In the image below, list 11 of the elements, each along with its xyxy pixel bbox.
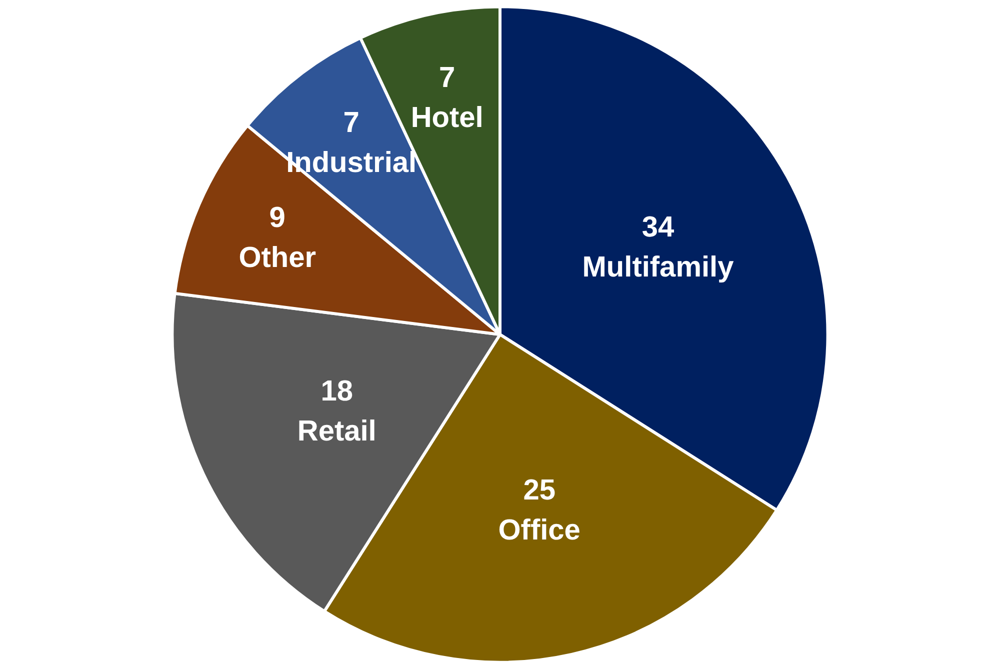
slice-label: Multifamily (582, 252, 734, 284)
data-label: 7 (439, 62, 456, 94)
data-label: 25 (523, 474, 556, 506)
data-label: 34 (642, 212, 674, 244)
data-label: 9 (269, 202, 286, 234)
data-label: 7 (343, 106, 360, 139)
slice-label: Office (498, 514, 580, 546)
slice-label: Other (238, 242, 316, 274)
data-label: 18 (320, 375, 353, 408)
slice-label: Hotel (410, 102, 484, 134)
slice-label: Retail (297, 415, 376, 448)
